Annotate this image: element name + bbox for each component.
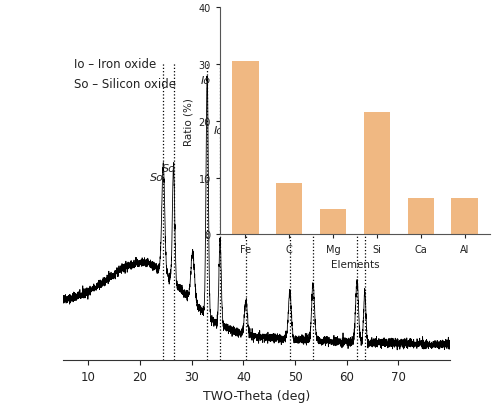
X-axis label: Elements: Elements <box>330 260 380 269</box>
Text: So: So <box>162 164 176 174</box>
Bar <box>364 113 390 235</box>
Text: Io: Io <box>306 192 316 201</box>
Text: Io: Io <box>200 76 210 86</box>
Bar <box>452 198 477 235</box>
Bar <box>320 209 346 235</box>
Text: Io: Io <box>284 204 294 214</box>
Y-axis label: Ratio (%): Ratio (%) <box>183 98 193 145</box>
Text: So: So <box>150 172 164 182</box>
Text: Io: Io <box>358 213 368 223</box>
X-axis label: TWO-Theta (deg): TWO-Theta (deg) <box>202 389 310 402</box>
Text: Io: Io <box>214 126 224 136</box>
Bar <box>408 198 434 235</box>
Bar <box>276 184 302 235</box>
Text: Io: Io <box>350 201 360 211</box>
Text: Io – Iron oxide
So – Silicon oxide: Io – Iron oxide So – Silicon oxide <box>74 58 176 91</box>
Bar <box>232 62 258 235</box>
Text: Io: Io <box>240 220 250 230</box>
